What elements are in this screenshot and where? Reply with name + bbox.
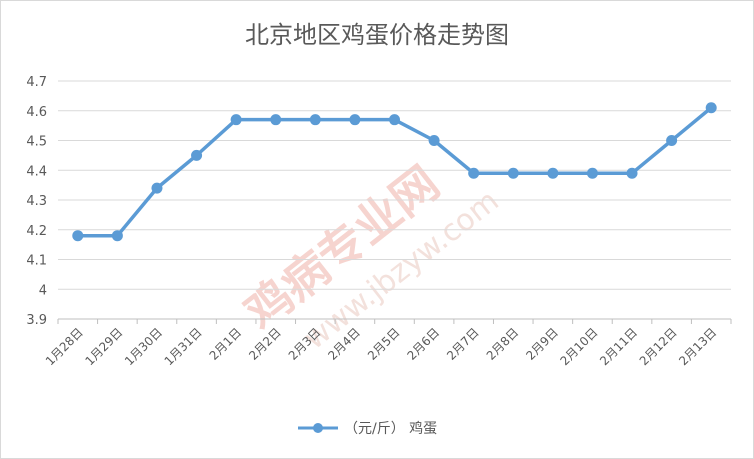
- data-point: [586, 167, 598, 179]
- x-tick-label: 2月12日: [637, 325, 680, 368]
- data-point: [428, 135, 440, 146]
- x-axis: [57, 318, 732, 324]
- data-point: [389, 114, 400, 126]
- x-tick-label: 2月1日: [207, 325, 245, 363]
- y-tick-label: 4.2: [26, 224, 47, 239]
- data-point: [626, 167, 638, 179]
- data-point: [191, 149, 203, 161]
- x-tick-label: 2月7日: [444, 325, 482, 363]
- y-tick-label: 4.7: [26, 75, 47, 90]
- x-tick-label: 1月28日: [43, 325, 86, 368]
- data-point: [72, 230, 84, 242]
- x-tick-label: 1月29日: [82, 325, 125, 368]
- x-tick-label: 2月13日: [676, 325, 719, 368]
- data-point: [468, 167, 480, 179]
- data-point: [666, 135, 678, 146]
- x-tick-label: 1月31日: [162, 325, 205, 368]
- legend: （元/斤） 鸡蛋: [298, 420, 437, 437]
- legend-marker: [313, 423, 323, 433]
- y-tick-label: 4: [39, 283, 47, 298]
- data-point: [111, 230, 123, 242]
- chart-title: 北京地区鸡蛋价格走势图: [245, 21, 509, 49]
- legend-label: （元/斤） 鸡蛋: [344, 420, 437, 437]
- data-point: [507, 167, 519, 179]
- series-eggs: [72, 102, 717, 242]
- data-point: [309, 114, 321, 126]
- data-point: [230, 114, 242, 126]
- gridlines: [58, 80, 731, 290]
- data-point: [270, 114, 282, 126]
- x-tick-label: 2月10日: [557, 325, 600, 368]
- y-tick-label: 4.1: [26, 254, 47, 269]
- data-point: [349, 114, 361, 126]
- y-tick-label: 4.5: [26, 135, 47, 150]
- x-tick-label: 2月9日: [523, 325, 561, 363]
- x-tick-label: 2月8日: [484, 325, 522, 363]
- y-tick-label: 3.9: [26, 313, 47, 328]
- x-tick-label: 1月30日: [122, 325, 165, 368]
- y-tick-label: 4.4: [26, 164, 47, 179]
- y-axis-ticks: 4.7 4.6 4.5 4.4 4.3 4.2 4.1 4 3.9: [26, 75, 47, 328]
- x-tick-label: 2月6日: [405, 325, 443, 363]
- x-tick-label: 2月5日: [365, 325, 403, 363]
- data-point: [547, 167, 559, 179]
- data-point: [705, 102, 717, 114]
- y-tick-label: 4.6: [26, 105, 47, 120]
- y-tick-label: 4.3: [26, 194, 47, 209]
- x-tick-label: 2月11日: [597, 325, 640, 368]
- data-point: [151, 182, 163, 194]
